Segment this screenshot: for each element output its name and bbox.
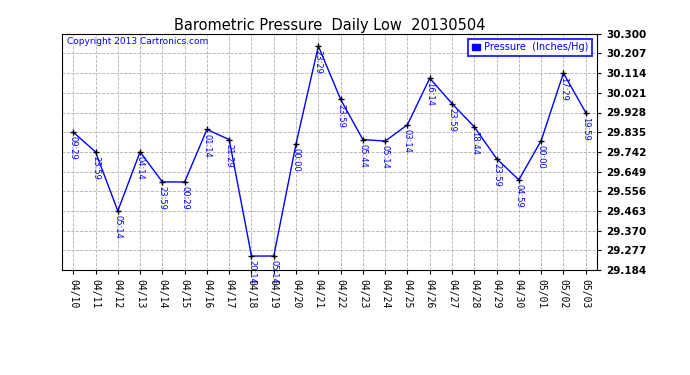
Text: 19:59: 19:59 [581,117,590,140]
Text: 18:44: 18:44 [470,131,479,155]
Text: 05:14: 05:14 [113,215,122,239]
Text: 09:29: 09:29 [69,136,78,160]
Text: 23:59: 23:59 [448,108,457,132]
Text: 00:29: 00:29 [180,186,189,210]
Text: 05:44: 05:44 [358,144,367,168]
Text: 17:29: 17:29 [559,77,568,101]
Text: 04:14: 04:14 [135,156,145,180]
Text: 05:14: 05:14 [269,260,278,284]
Text: 04:59: 04:59 [514,184,524,208]
Text: 00:00: 00:00 [292,148,301,172]
Text: Copyright 2013 Cartronics.com: Copyright 2013 Cartronics.com [68,37,208,46]
Text: 23:59: 23:59 [91,156,100,180]
Text: 05:14: 05:14 [381,145,390,169]
Text: 23:59: 23:59 [158,186,167,210]
Text: 03:14: 03:14 [403,129,412,153]
Legend: Pressure  (Inches/Hg): Pressure (Inches/Hg) [469,39,592,56]
Text: 20:14: 20:14 [247,260,256,284]
Text: 21:29: 21:29 [225,144,234,168]
Text: 23:29: 23:29 [314,50,323,74]
Text: 00:00: 00:00 [537,145,546,169]
Text: 01:14: 01:14 [202,134,211,158]
Text: 23:59: 23:59 [336,104,345,128]
Text: 23:59: 23:59 [492,163,501,187]
Text: 16:14: 16:14 [425,82,434,106]
Title: Barometric Pressure  Daily Low  20130504: Barometric Pressure Daily Low 20130504 [174,18,485,33]
